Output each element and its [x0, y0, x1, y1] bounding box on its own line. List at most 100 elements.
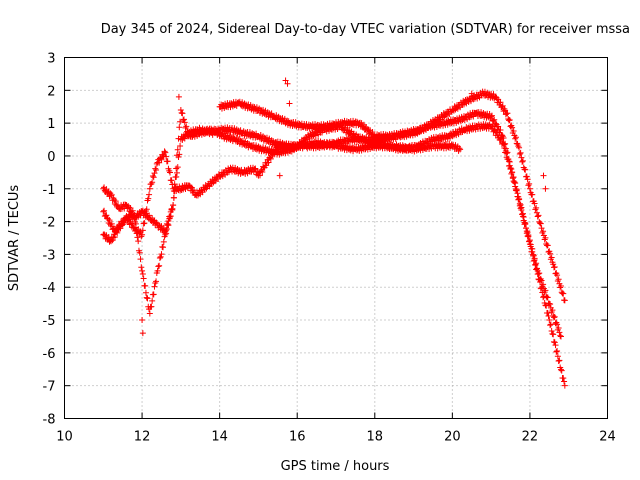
data-point [530, 258, 537, 265]
data-point [170, 202, 177, 209]
data-point [167, 213, 174, 220]
data-point [176, 124, 183, 131]
data-point [164, 221, 171, 228]
data-point [554, 353, 561, 360]
data-point [537, 285, 544, 292]
data-point [129, 207, 136, 214]
data-point [519, 157, 526, 164]
data-point [170, 194, 177, 201]
data-point [552, 320, 559, 327]
data-point [524, 176, 531, 183]
data-point [512, 135, 519, 142]
data-point [533, 266, 540, 273]
data-point [556, 357, 563, 364]
data-point [111, 233, 118, 240]
data-point [509, 124, 516, 131]
data-point [542, 185, 549, 192]
data-point [499, 139, 506, 146]
data-point [146, 185, 153, 192]
x-tick-label: 18 [367, 430, 384, 445]
data-point [539, 289, 546, 296]
data-point [488, 113, 495, 120]
data-point [547, 250, 554, 257]
data-point [546, 300, 553, 307]
data-point [163, 153, 170, 160]
data-point [540, 293, 547, 300]
data-point [540, 172, 547, 179]
data-point [139, 271, 146, 278]
data-point [532, 262, 539, 269]
data-point [157, 253, 164, 260]
data-point [530, 251, 537, 258]
data-point [549, 307, 556, 314]
data-point [162, 149, 169, 156]
data-point [267, 155, 274, 162]
data-point [529, 191, 536, 198]
data-point [546, 317, 553, 324]
x-tick-label: 22 [522, 430, 539, 445]
data-point [554, 348, 561, 355]
data-point [518, 154, 525, 161]
data-point [139, 267, 146, 274]
data-point [160, 238, 167, 245]
data-point [145, 195, 152, 202]
data-point [108, 220, 115, 227]
data-point [172, 174, 179, 181]
data-point [541, 236, 548, 243]
data-point [144, 295, 151, 302]
data-point [151, 170, 158, 177]
data-point [547, 301, 554, 308]
data-point [168, 177, 175, 184]
data-point [512, 180, 519, 187]
data-point [532, 206, 539, 213]
data-point [271, 149, 278, 156]
data-point [543, 240, 550, 247]
data-point [154, 267, 161, 274]
data-point [557, 332, 564, 339]
data-point [522, 166, 529, 173]
data-point [129, 221, 136, 228]
data-point [166, 169, 173, 176]
data-point [501, 145, 508, 152]
data-point [139, 231, 146, 238]
data-point [284, 80, 291, 87]
data-point [495, 123, 502, 130]
data-point [173, 152, 180, 159]
data-point [547, 322, 554, 329]
data-point [456, 145, 463, 152]
data-point [538, 225, 545, 232]
data-point [516, 200, 523, 207]
data-point [134, 234, 141, 241]
data-point [554, 272, 561, 279]
data-point [517, 205, 524, 212]
data-point [136, 249, 143, 256]
data-point [519, 213, 526, 220]
data-point [547, 321, 554, 328]
y-tick-label: -4 [43, 281, 56, 296]
data-point [537, 278, 544, 285]
data-point [135, 238, 142, 245]
data-point [142, 212, 149, 219]
data-point [488, 112, 495, 119]
y-tick-label: 1 [47, 117, 55, 132]
data-point [169, 181, 176, 188]
data-point [174, 146, 181, 153]
data-point [265, 159, 272, 166]
grid [64, 57, 608, 419]
data-point [156, 159, 163, 166]
data-point [158, 251, 165, 258]
data-point [489, 123, 496, 130]
data-points [100, 77, 568, 389]
data-point [560, 375, 567, 382]
data-point [560, 290, 567, 297]
data-point [510, 128, 517, 135]
data-point [554, 321, 561, 328]
data-point [100, 208, 107, 215]
data-point [533, 204, 540, 211]
data-point [146, 310, 153, 317]
data-point [557, 366, 564, 373]
data-point [507, 165, 514, 172]
data-point [181, 119, 188, 126]
data-point [502, 148, 509, 155]
